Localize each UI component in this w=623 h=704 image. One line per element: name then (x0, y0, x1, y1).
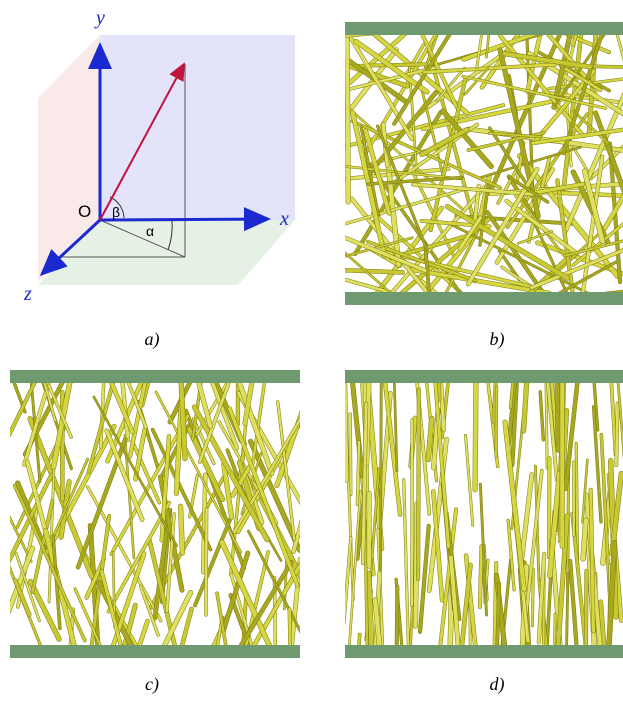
plate-top (345, 22, 623, 35)
fiber-panel (344, 285, 623, 704)
xy-plane (100, 35, 295, 220)
fiber (344, 336, 346, 480)
x-axis (100, 219, 268, 220)
caption: a) (145, 329, 160, 350)
panel-a: y x z O β α (23, 7, 295, 305)
fiber-panel (286, 0, 623, 364)
alpha-label: α (146, 223, 154, 239)
fiber (609, 343, 616, 454)
fibers (344, 285, 623, 704)
fiber (420, 526, 429, 632)
fiber (475, 324, 476, 490)
fiber (518, 231, 552, 243)
fiber (532, 569, 533, 626)
fiber (380, 381, 381, 570)
fiber (181, 506, 183, 553)
caption: d) (490, 674, 505, 695)
page: {"diagram": {"axes": {"y": "y", "x": "x"… (0, 0, 623, 704)
fiber (396, 587, 397, 690)
fiber (347, 17, 348, 202)
fiber (583, 520, 586, 559)
fiber (524, 341, 530, 431)
plate-top (345, 370, 623, 383)
origin-label: O (78, 202, 91, 221)
fiber (251, 479, 324, 622)
y-label: y (94, 7, 105, 29)
plate-top (10, 370, 300, 383)
x-label: x (279, 208, 289, 230)
fiber (357, 442, 359, 505)
fiber (466, 435, 473, 525)
fiber (604, 0, 623, 75)
z-label: z (23, 283, 32, 305)
fiber (540, 392, 543, 440)
caption: b) (490, 329, 505, 350)
fiber (616, 404, 617, 465)
fiber-panel (0, 280, 328, 704)
fiber (404, 480, 409, 664)
fiber (566, 573, 568, 704)
fiber (418, 390, 419, 580)
fiber (521, 475, 531, 562)
fiber (585, 571, 586, 704)
fiber (27, 328, 40, 481)
plate-bottom (10, 645, 300, 658)
fiber (344, 538, 351, 623)
fiber (604, 0, 623, 75)
fibers (286, 0, 623, 364)
fiber (554, 614, 555, 650)
fibers (0, 280, 328, 704)
plate-bottom (345, 292, 623, 305)
fiber (480, 547, 482, 607)
fiber (369, 574, 372, 657)
fiber (206, 509, 207, 615)
plate-bottom (345, 645, 623, 658)
figure: y x z O β α a) b) c) d) (0, 0, 623, 704)
fiber (441, 378, 444, 430)
caption: c) (145, 674, 159, 695)
beta-label: β (112, 204, 120, 220)
